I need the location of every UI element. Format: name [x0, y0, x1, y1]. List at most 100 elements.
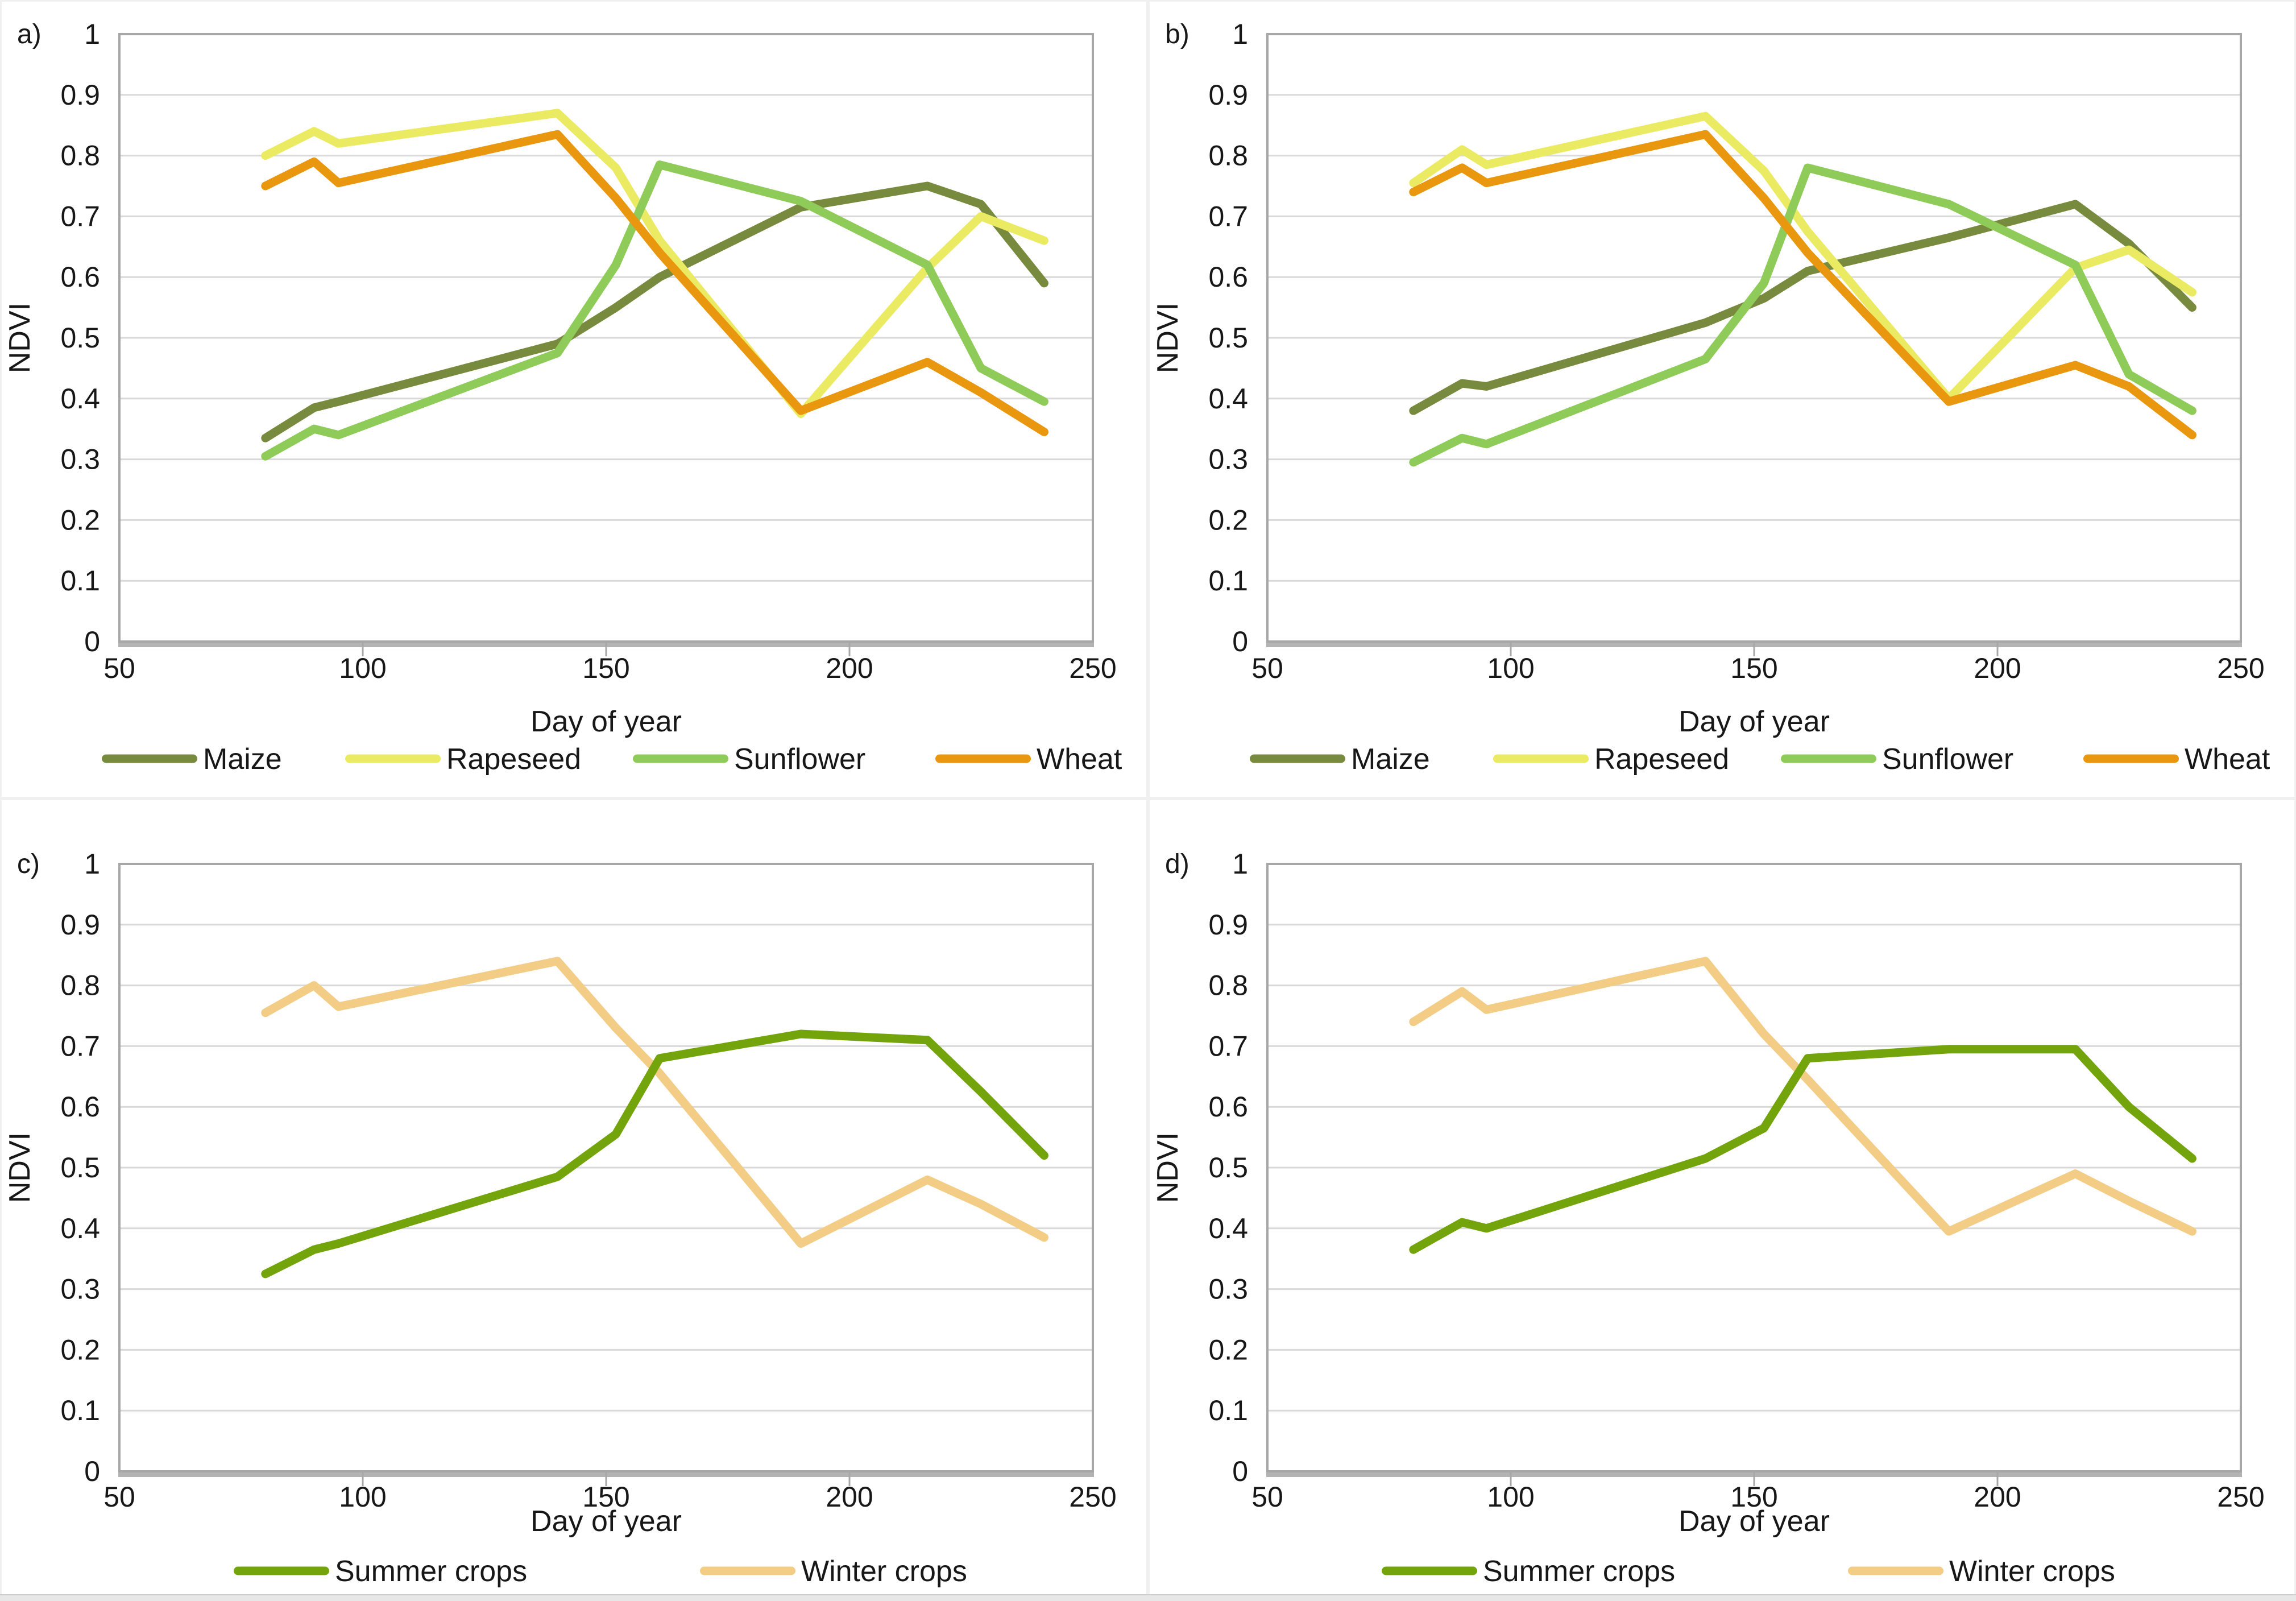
- legend-label: Winter crops: [801, 1555, 967, 1588]
- x-tick-label: 100: [1487, 652, 1534, 684]
- x-tick-label: 200: [826, 652, 873, 684]
- x-tick-label: 150: [582, 652, 629, 684]
- legend-item-summer-crops: Summer crops: [234, 1555, 527, 1588]
- y-tick-label: 0: [84, 1455, 100, 1487]
- y-tick-label: 0.2: [60, 504, 100, 536]
- x-tick-label: 250: [2217, 652, 2264, 684]
- x-tick-label: 100: [339, 652, 386, 684]
- y-tick-label: 0.5: [1208, 322, 1248, 354]
- y-tick-label: 0.9: [60, 909, 100, 941]
- x-tick-label: 150: [582, 1481, 629, 1513]
- legend-label: Maize: [203, 743, 282, 776]
- y-tick-label: 0.6: [60, 1091, 100, 1123]
- panel-letter: a): [17, 19, 42, 49]
- x-tick-label: 50: [1251, 1481, 1283, 1513]
- y-axis-title: NDVI: [3, 303, 36, 373]
- x-tick-label: 200: [1974, 1481, 2021, 1513]
- series-line-sunflower: [261, 160, 1048, 461]
- x-tick-label: 200: [1974, 652, 2021, 684]
- legend-label: Rapeseed: [446, 743, 581, 776]
- legend-item-maize: Maize: [102, 743, 282, 776]
- legend-item-sunflower: Sunflower: [1781, 743, 2013, 776]
- x-tick-label: 250: [2217, 1481, 2264, 1513]
- legend-item-winter-crops: Winter crops: [1848, 1555, 2115, 1588]
- legend-item-wheat: Wheat: [935, 743, 1122, 776]
- x-axis-title: Day of year: [1679, 1505, 1830, 1538]
- series-line-maize: [1409, 200, 2196, 415]
- y-tick-label: 0.3: [60, 444, 100, 475]
- y-tick-label: 0.8: [60, 970, 100, 1002]
- y-tick-label: 0.1: [60, 565, 100, 597]
- series-line-rapeseed: [1409, 111, 2196, 403]
- panel-letter: d): [1165, 849, 1190, 879]
- y-tick-label: 0.1: [1208, 1395, 1248, 1426]
- x-tick-label: 100: [1487, 1481, 1534, 1513]
- y-tick-label: 0.6: [60, 261, 100, 293]
- legend-swatch: [633, 754, 728, 763]
- y-tick-label: 1: [1232, 848, 1248, 880]
- legend-label: Sunflower: [734, 743, 865, 776]
- legend-swatch: [1781, 754, 1876, 763]
- y-tick-label: 1: [1232, 18, 1248, 50]
- series-line-winter-crops: [1409, 957, 2196, 1236]
- legend-swatch: [1250, 754, 1345, 763]
- y-tick-label: 0.2: [60, 1334, 100, 1366]
- y-tick-label: 1: [84, 848, 100, 880]
- y-tick-label: 0.5: [1208, 1152, 1248, 1184]
- y-tick-label: 0.4: [1208, 383, 1248, 415]
- legend-item-wheat: Wheat: [2083, 743, 2270, 776]
- y-tick-label: 0.9: [1208, 909, 1248, 941]
- x-axis-title: Day of year: [531, 1505, 682, 1538]
- series-line-wheat: [261, 130, 1048, 437]
- legend-swatch: [1493, 754, 1589, 763]
- y-tick-label: 0.3: [1208, 1273, 1248, 1305]
- legend-item-winter-crops: Winter crops: [700, 1555, 967, 1588]
- x-tick-label: 50: [103, 1481, 135, 1513]
- y-tick-label: 0: [84, 626, 100, 657]
- y-tick-label: 0.7: [60, 200, 100, 232]
- y-tick-label: 1: [84, 18, 100, 50]
- series-line-winter-crops: [261, 957, 1048, 1248]
- x-tick-label: 150: [1730, 652, 1777, 684]
- series-line-wheat: [1409, 130, 2196, 440]
- y-tick-label: 0.1: [1208, 565, 1248, 597]
- legend-swatch: [1382, 1566, 1477, 1575]
- series-line-maize: [261, 181, 1048, 442]
- y-tick-label: 0.5: [60, 322, 100, 354]
- legend-label: Winter crops: [1949, 1555, 2115, 1588]
- y-tick-label: 0.4: [1208, 1213, 1248, 1244]
- x-tick-label: 50: [1251, 652, 1283, 684]
- window-bottom-strip: [0, 1594, 2296, 1601]
- y-tick-label: 0.9: [60, 79, 100, 111]
- x-tick-label: 250: [1069, 1481, 1116, 1513]
- y-axis-title: NDVI: [1151, 303, 1184, 373]
- panel-letter: c): [17, 849, 40, 879]
- y-tick-label: 0.4: [60, 383, 100, 415]
- y-tick-label: 0.6: [1208, 261, 1248, 293]
- y-tick-label: 0.9: [1208, 79, 1248, 111]
- legend-swatch: [2083, 754, 2179, 763]
- legend-label: Wheat: [2185, 743, 2270, 776]
- x-tick-label: 50: [103, 652, 135, 684]
- legend-label: Rapeseed: [1594, 743, 1729, 776]
- y-tick-label: 0.5: [60, 1152, 100, 1184]
- legend-swatch: [345, 754, 441, 763]
- panel-a: 0 0.1 0.2 0.3 0.4 0.5 0.6 0.7 0.8 0.9 1 50 100 150 200…: [0, 0, 1148, 799]
- y-tick-label: 0.1: [60, 1395, 100, 1426]
- legend-label: Summer crops: [1483, 1555, 1675, 1588]
- x-axis-title: Day of year: [1679, 705, 1830, 738]
- y-tick-label: 0.2: [1208, 1334, 1248, 1366]
- legend-swatch: [102, 754, 197, 763]
- series-line-summer-crops: [1409, 1045, 2196, 1254]
- legend-label: Sunflower: [1882, 743, 2013, 776]
- legend-label: Summer crops: [335, 1555, 527, 1588]
- legend-item-maize: Maize: [1250, 743, 1430, 776]
- legend-item-rapeseed: Rapeseed: [345, 743, 581, 776]
- series-line-summer-crops: [261, 1029, 1048, 1279]
- x-tick-label: 100: [339, 1481, 386, 1513]
- panel-d: 0 0.1 0.2 0.3 0.4 0.5 0.6 0.7 0.8 0.9 1 50 100 150 200…: [1148, 799, 2296, 1601]
- y-tick-label: 0: [1232, 626, 1248, 657]
- legend-swatch: [935, 754, 1031, 763]
